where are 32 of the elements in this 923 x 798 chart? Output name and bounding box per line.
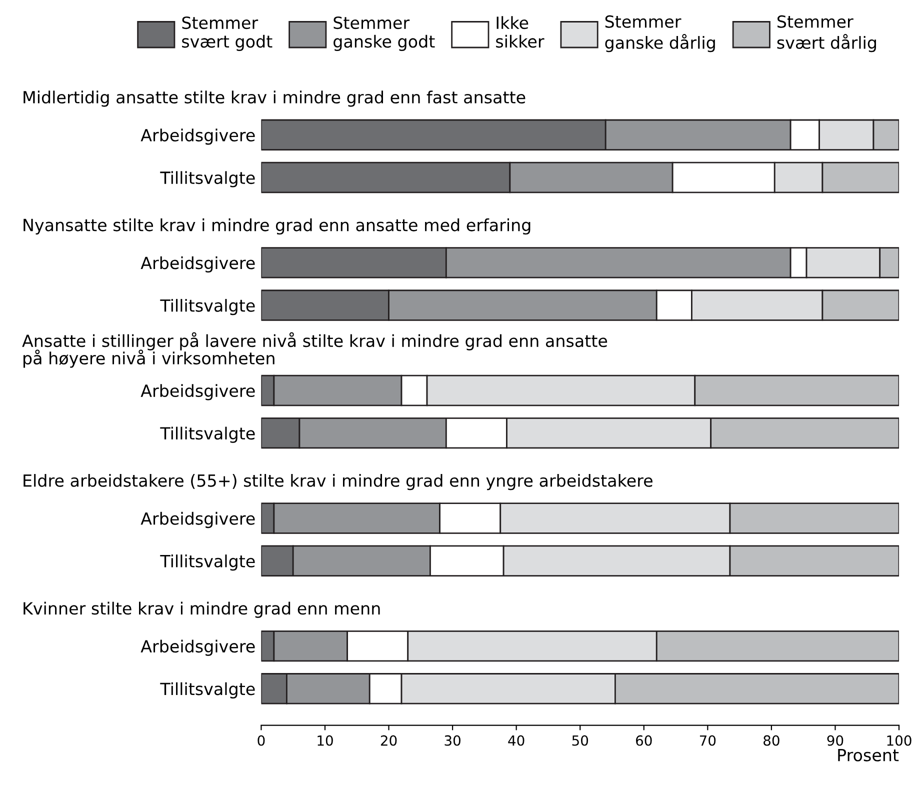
x-tick-label: 50 <box>572 735 588 746</box>
y-tick-label: Arbeidsgivere <box>140 512 255 528</box>
x-tick-label: 90 <box>827 735 844 746</box>
x-tick-label: 30 <box>444 735 460 746</box>
x-axis-title: Prosent <box>838 749 899 762</box>
legend-label: Ikke sikker <box>496 16 544 48</box>
legend-label: Stemmer ganske dårlig <box>605 15 715 52</box>
x-tick-label: 10 <box>318 735 333 746</box>
legend-label: Stemmer ganske godt <box>334 16 435 51</box>
x-tick-label: 100 <box>887 735 912 746</box>
legend-label: Stemmer svært godt <box>182 16 272 51</box>
x-tick-label: 40 <box>508 735 524 746</box>
x-tick-label: 70 <box>700 735 716 746</box>
y-tick-label: Arbeidsgivere <box>140 640 255 656</box>
y-tick-label: Tillitsvalgte <box>160 171 255 188</box>
y-tick-label: Tillitsvalgte <box>160 298 255 316</box>
y-tick-label: Tillitsvalgte <box>160 426 255 443</box>
x-tick-label: 20 <box>380 735 397 746</box>
y-tick-label: Arbeidsgivere <box>140 256 255 272</box>
y-tick-label: Arbeidsgivere <box>140 128 255 145</box>
annotation: Nyansatte stilte krav i mindre grad enn ansatte med erfaring <box>24 218 530 235</box>
legend-label: Stemmer svært dårlig <box>777 15 876 52</box>
x-tick-label: 0 <box>258 735 265 746</box>
annotation: Kvinner stilte krav i mindre grad enn menn <box>24 602 380 618</box>
y-tick-label: Arbeidsgivere <box>140 384 255 400</box>
annotation: Eldre arbeidstakere (55+) stilte krav i mindre grad enn yngre arbeidstakere <box>24 474 652 490</box>
x-tick-label: 60 <box>636 735 652 746</box>
y-tick-label: Tillitsvalgte <box>160 554 255 571</box>
y-tick-label: Tillitsvalgte <box>160 682 255 698</box>
annotation: Ansatte i stillinger på lavere nivå stilte krav i mindre grad enn ansatte på høyere nivå i virksomheten <box>22 332 608 368</box>
annotation: Midlertidig ansatte stilte krav i mindre grad enn fast ansatte <box>24 90 526 107</box>
x-tick-label: 80 <box>764 735 780 746</box>
